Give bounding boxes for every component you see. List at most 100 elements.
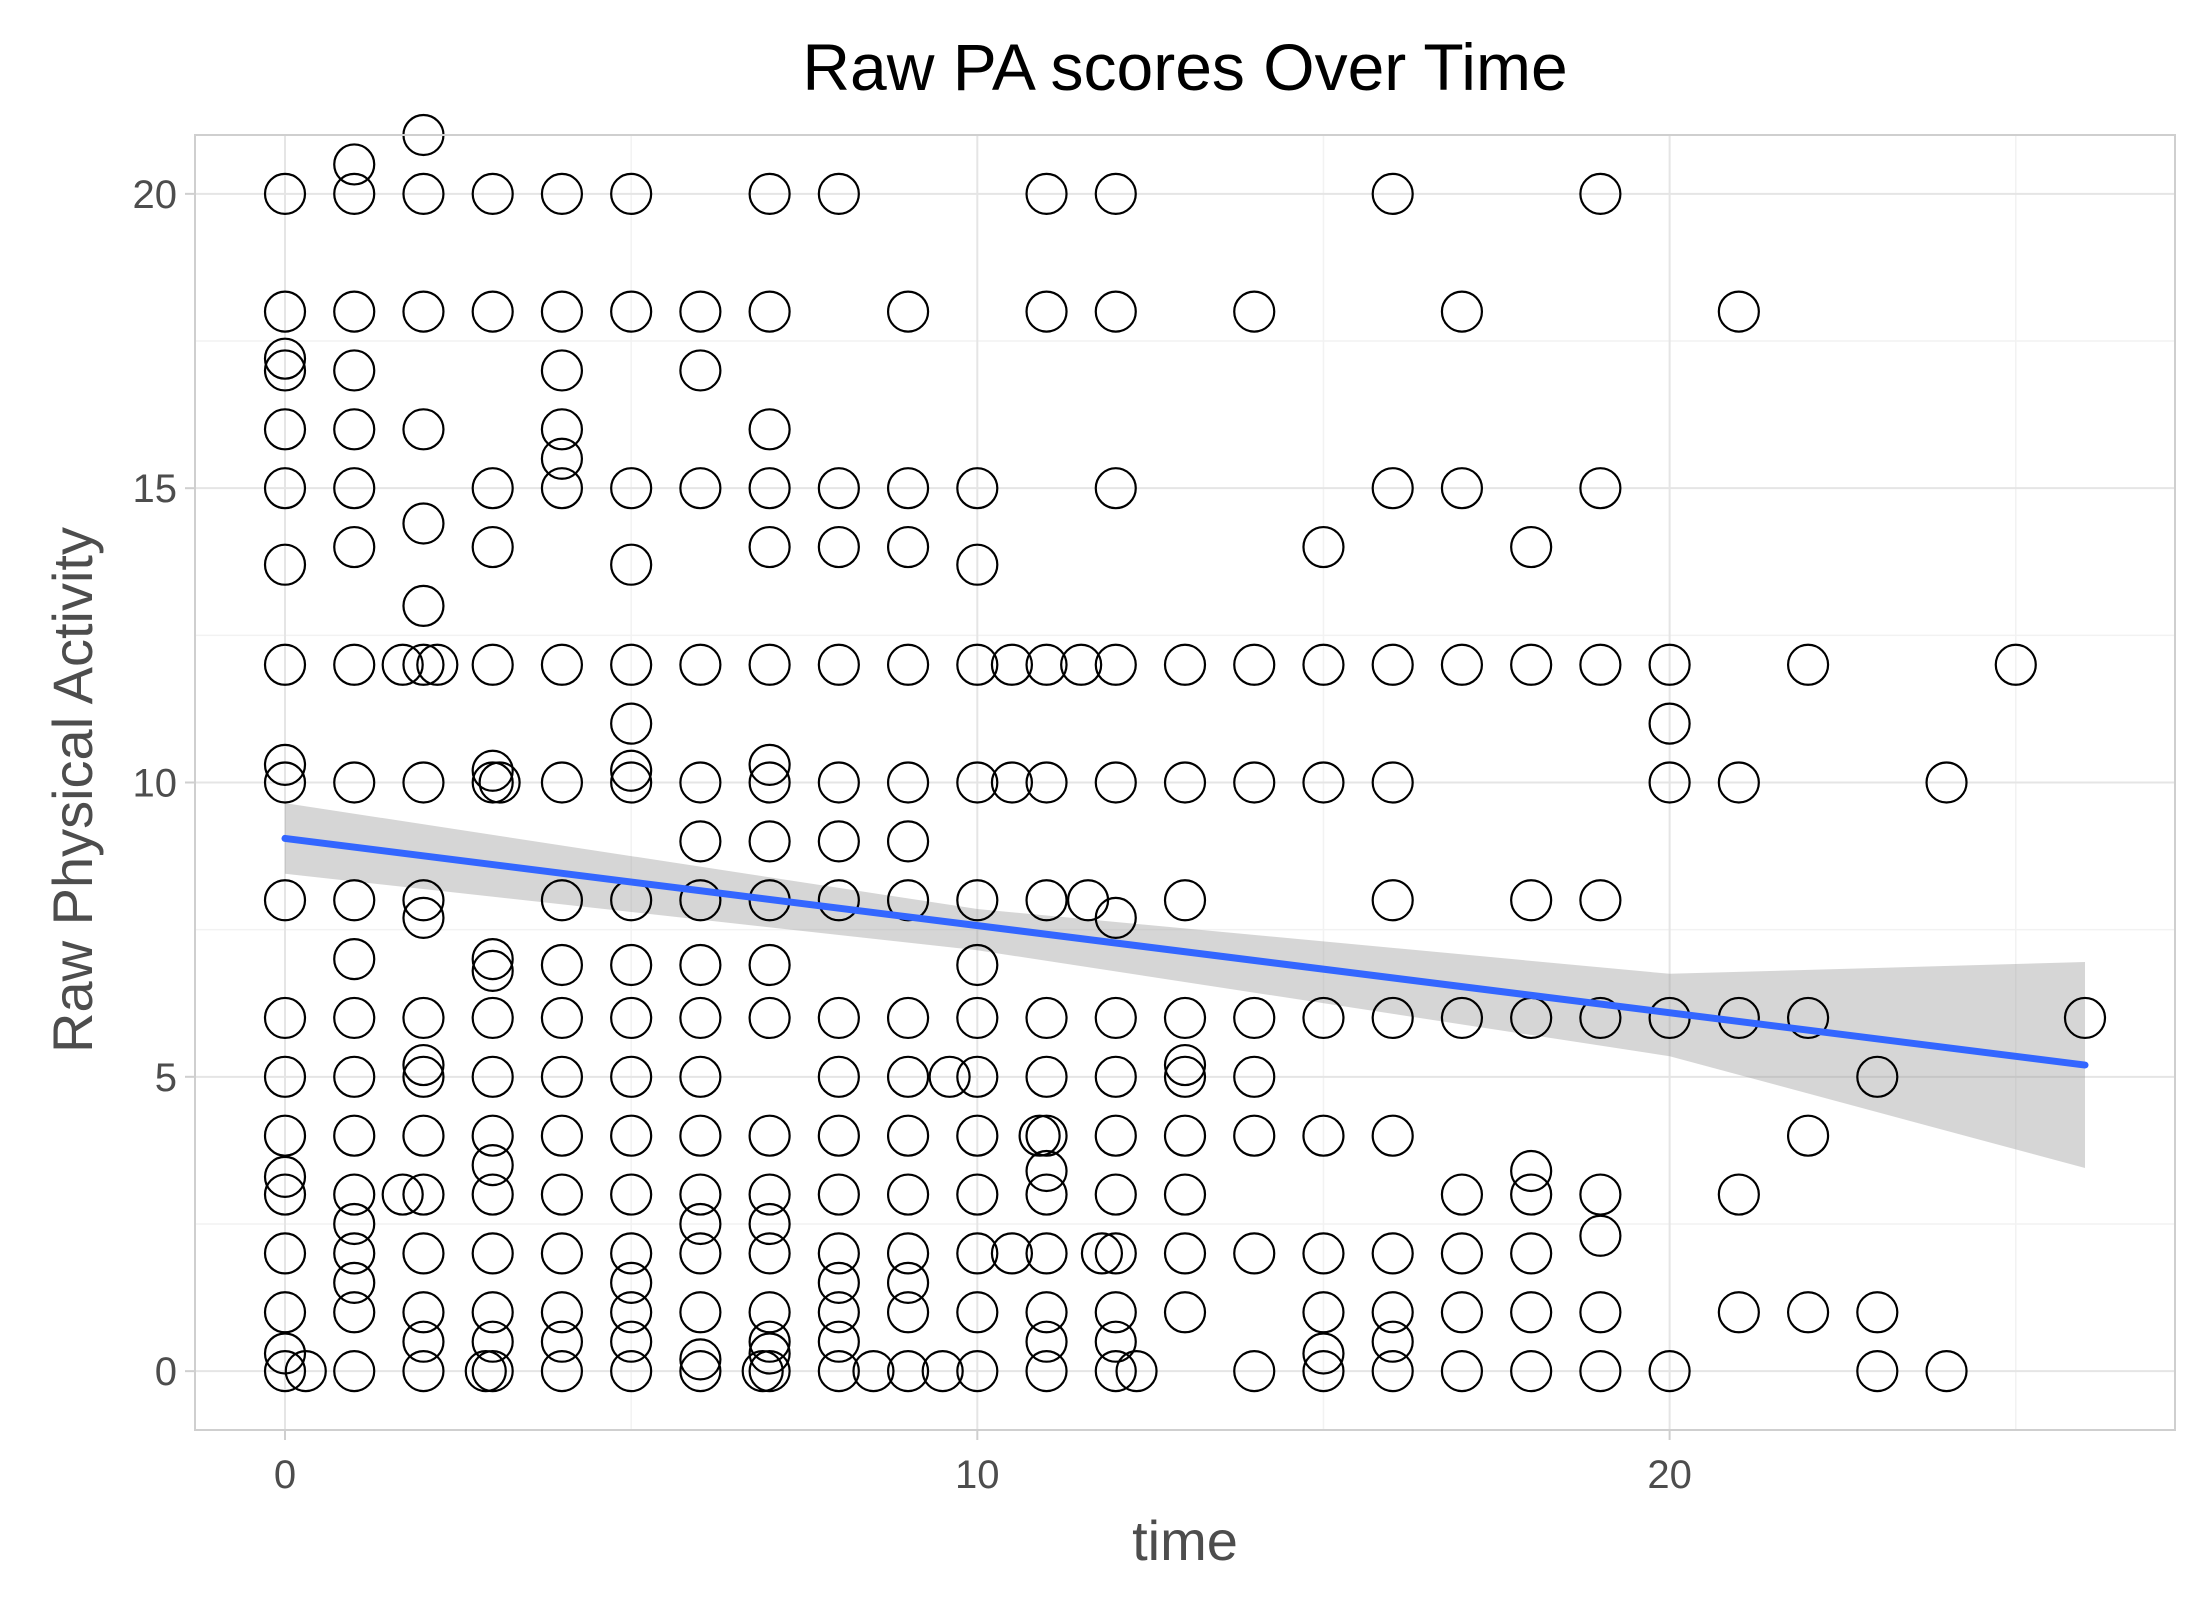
data-point xyxy=(540,437,584,480)
data-point xyxy=(540,467,584,510)
data-point xyxy=(748,1232,791,1275)
x-tick-label: 10 xyxy=(955,1453,1000,1497)
data-point xyxy=(540,996,584,1040)
data-point xyxy=(886,643,930,686)
data-point xyxy=(402,1232,445,1275)
data-point xyxy=(333,1291,376,1334)
data-point xyxy=(540,1173,584,1216)
data-point xyxy=(540,761,584,804)
data-point xyxy=(1233,290,1276,333)
data-point xyxy=(748,467,791,510)
data-point xyxy=(1302,1350,1345,1393)
data-point xyxy=(402,643,445,686)
data-point xyxy=(1510,525,1553,569)
data-point xyxy=(333,349,376,392)
data-point xyxy=(471,1320,514,1363)
data-point xyxy=(263,879,307,922)
data-point xyxy=(990,1232,1034,1275)
data-point xyxy=(2063,996,2107,1040)
data-point xyxy=(1371,761,1414,804)
data-point xyxy=(610,1320,653,1363)
data-point xyxy=(1371,1232,1414,1275)
data-point xyxy=(333,1202,376,1246)
data-point xyxy=(1163,1173,1207,1216)
data-point xyxy=(1648,1350,1691,1393)
data-point xyxy=(679,879,722,922)
data-point xyxy=(956,1350,999,1393)
data-point xyxy=(1717,1173,1760,1216)
data-point xyxy=(1717,290,1760,333)
data-point xyxy=(1233,1055,1276,1098)
data-point xyxy=(333,643,376,686)
data-point xyxy=(610,1350,653,1393)
data-point xyxy=(333,467,376,510)
data-point xyxy=(1579,1350,1622,1393)
data-point xyxy=(1579,996,1622,1040)
data-point xyxy=(540,172,584,215)
data-point xyxy=(1025,1055,1068,1098)
data-point xyxy=(748,820,791,863)
data-point xyxy=(1233,1114,1276,1157)
data-point xyxy=(1025,996,1068,1040)
data-point xyxy=(402,1350,445,1393)
data-point xyxy=(748,1291,791,1334)
data-point xyxy=(1371,1350,1414,1393)
data-point xyxy=(1579,643,1622,686)
x-axis-label: time xyxy=(1132,1509,1238,1572)
data-point xyxy=(333,761,376,804)
data-point xyxy=(402,1114,445,1157)
data-point xyxy=(471,1114,514,1157)
data-point xyxy=(1440,1173,1484,1216)
data-point xyxy=(1094,896,1137,939)
data-point xyxy=(1786,996,1830,1040)
data-point xyxy=(471,1232,514,1275)
data-point xyxy=(956,467,999,510)
data-point xyxy=(1163,996,1207,1040)
data-point xyxy=(263,1291,307,1334)
data-point xyxy=(1856,1350,1899,1393)
data-point xyxy=(402,1055,445,1098)
data-point xyxy=(263,1350,307,1393)
data-point xyxy=(1786,1114,1830,1157)
data-point xyxy=(471,1144,514,1187)
data-point xyxy=(540,1320,584,1363)
data-point xyxy=(1579,1214,1622,1257)
data-point xyxy=(540,1055,584,1098)
data-point xyxy=(1094,1114,1137,1157)
data-point xyxy=(402,761,445,804)
data-point xyxy=(263,643,307,686)
data-point xyxy=(471,1173,514,1216)
points xyxy=(263,113,2107,1393)
data-point xyxy=(263,1055,307,1098)
data-point xyxy=(333,408,376,451)
data-point xyxy=(886,1350,930,1393)
data-point xyxy=(1094,172,1137,215)
data-point xyxy=(263,1173,307,1216)
data-point xyxy=(610,1055,653,1098)
y-tick-label: 15 xyxy=(133,467,178,511)
data-point xyxy=(471,172,514,215)
data-point xyxy=(333,172,376,215)
data-point xyxy=(921,1350,964,1393)
data-point xyxy=(741,1350,784,1393)
data-point xyxy=(333,879,376,922)
data-point xyxy=(748,943,791,987)
data-point xyxy=(333,1350,376,1393)
data-point xyxy=(1925,761,1968,804)
data-point xyxy=(1025,761,1068,804)
data-point xyxy=(817,172,860,215)
data-point xyxy=(1025,1149,1068,1193)
data-point xyxy=(263,337,307,380)
data-point xyxy=(1094,1055,1137,1098)
data-point xyxy=(1648,702,1691,745)
data-point xyxy=(817,525,860,569)
data-point xyxy=(471,949,514,992)
data-point xyxy=(471,467,514,510)
y-axis-label: Raw Physical Activity xyxy=(41,527,104,1053)
data-point xyxy=(817,820,860,863)
data-point xyxy=(817,1114,860,1157)
data-point xyxy=(1717,1291,1760,1334)
data-point xyxy=(817,643,860,686)
data-point xyxy=(956,1291,999,1334)
